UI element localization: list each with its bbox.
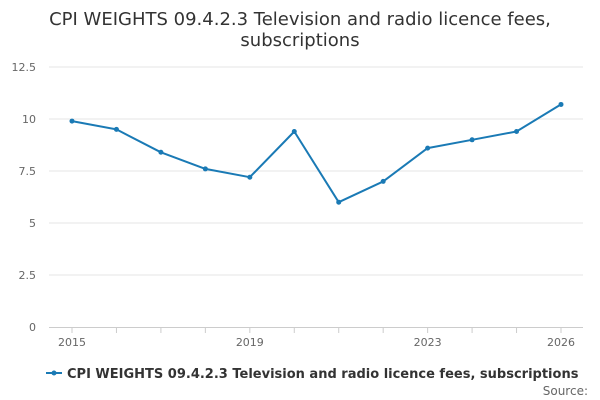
x-tick-label: 2019 [236, 336, 264, 349]
y-gridlines [49, 66, 583, 276]
x-tick-label: 2015 [58, 336, 86, 349]
y-tick-label: 12.5 [12, 61, 37, 74]
source-label: Source: [543, 384, 588, 398]
data-point[interactable] [69, 118, 75, 124]
y-tick-label: 5 [29, 217, 36, 230]
data-point[interactable] [113, 126, 119, 132]
legend-point-marker [51, 370, 57, 376]
legend-entry-label: CPI WEIGHTS 09.4.2.3 Television and radi… [67, 367, 579, 382]
x-axis-tick-labels: 2015 2019 2023 2026 [58, 336, 575, 349]
y-axis-tick-labels: 0 2.5 5 7.5 10 12.5 [12, 61, 37, 334]
y-tick-label: 10 [22, 113, 36, 126]
data-point[interactable] [425, 145, 431, 151]
chart-title: CPI WEIGHTS 09.4.2.3 Television and radi… [49, 9, 551, 51]
series-line [71, 103, 562, 204]
x-tick-label: 2026 [547, 336, 575, 349]
data-point[interactable] [247, 174, 253, 180]
data-point[interactable] [336, 199, 342, 205]
data-point[interactable] [202, 166, 208, 172]
x-axis [49, 327, 583, 333]
chart-title-line-2: subscriptions [240, 30, 359, 51]
y-tick-label: 7.5 [19, 165, 37, 178]
data-point[interactable] [380, 178, 386, 184]
y-tick-label: 2.5 [19, 269, 37, 282]
x-tick-label: 2023 [414, 336, 442, 349]
data-point[interactable] [514, 128, 520, 134]
y-tick-label: 0 [29, 321, 36, 334]
data-point[interactable] [291, 128, 297, 134]
legend[interactable]: CPI WEIGHTS 09.4.2.3 Television and radi… [46, 367, 579, 382]
data-point[interactable] [558, 101, 564, 107]
chart-title-line-1: CPI WEIGHTS 09.4.2.3 Television and radi… [49, 9, 551, 30]
data-point[interactable] [158, 149, 164, 155]
data-point[interactable] [469, 137, 475, 143]
series-group [69, 101, 564, 205]
